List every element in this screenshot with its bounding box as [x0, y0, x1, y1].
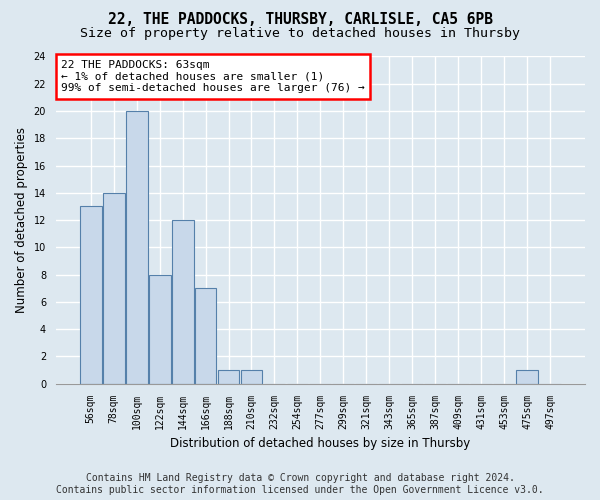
Bar — [241, 370, 262, 384]
Bar — [194, 288, 217, 384]
Bar — [103, 193, 125, 384]
Bar — [80, 206, 101, 384]
Text: Contains HM Land Registry data © Crown copyright and database right 2024.
Contai: Contains HM Land Registry data © Crown c… — [56, 474, 544, 495]
Bar — [172, 220, 194, 384]
Bar — [149, 274, 170, 384]
X-axis label: Distribution of detached houses by size in Thursby: Distribution of detached houses by size … — [170, 437, 470, 450]
Text: 22 THE PADDOCKS: 63sqm
← 1% of detached houses are smaller (1)
99% of semi-detac: 22 THE PADDOCKS: 63sqm ← 1% of detached … — [61, 60, 365, 93]
Text: 22, THE PADDOCKS, THURSBY, CARLISLE, CA5 6PB: 22, THE PADDOCKS, THURSBY, CARLISLE, CA5… — [107, 12, 493, 28]
Bar — [516, 370, 538, 384]
Bar — [126, 111, 148, 384]
Y-axis label: Number of detached properties: Number of detached properties — [15, 127, 28, 313]
Bar — [218, 370, 239, 384]
Text: Size of property relative to detached houses in Thursby: Size of property relative to detached ho… — [80, 28, 520, 40]
